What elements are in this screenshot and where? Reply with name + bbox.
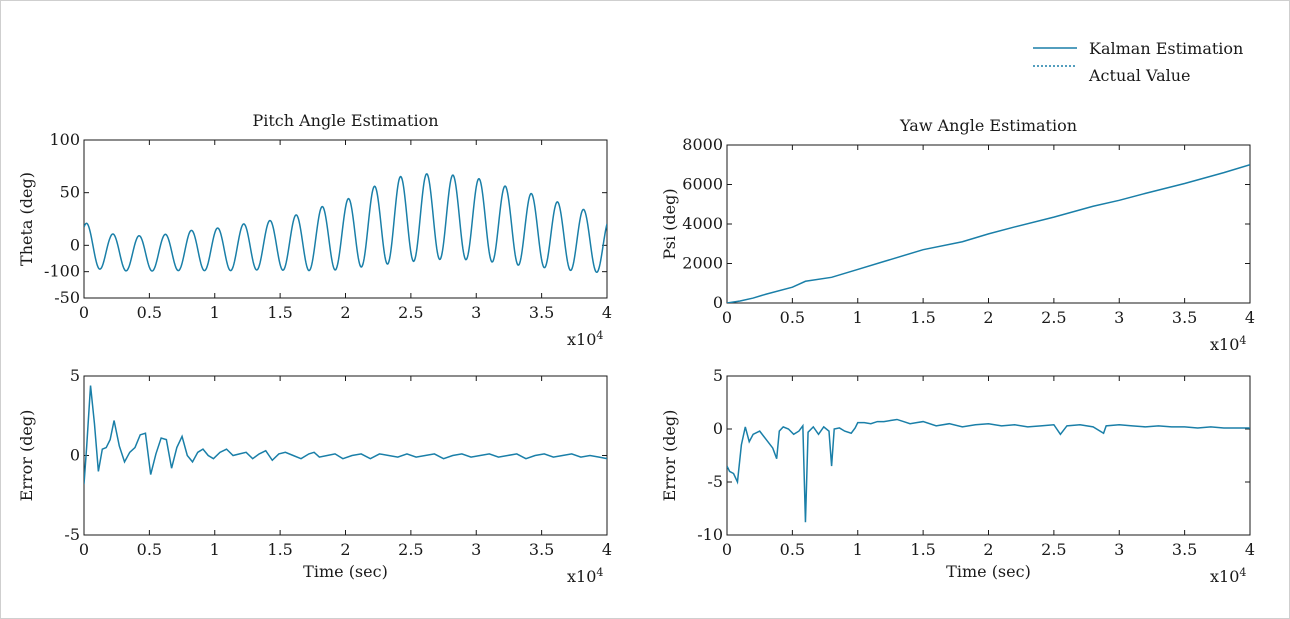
x-tick-label: 1.5 [910, 540, 935, 559]
x-multiplier-label: x104 [1210, 334, 1246, 354]
x-tick-label: 0.5 [780, 308, 805, 327]
legend-label-kalman: Kalman Estimation [1089, 39, 1243, 58]
x-tick-label: 0 [79, 540, 89, 559]
y-axis-label: Psi (deg) [660, 188, 679, 259]
x-tick-label: 1.5 [910, 308, 935, 327]
x-multiplier-label: x104 [1210, 566, 1246, 586]
x-axis-label: Time (sec) [946, 562, 1031, 581]
x-tick-label: 0 [722, 308, 732, 327]
y-tick-label: -100 [44, 262, 80, 281]
x-tick-label: 3.5 [1172, 308, 1197, 327]
x-tick-label: 1 [210, 303, 220, 322]
plot-panels: Pitch Angle Estimation 0 0.5 1 1.5 2 2.5 3 3.5 4 -… [17, 111, 1255, 586]
series-line-pitch_error [84, 385, 607, 485]
x-tick-label: 4 [1245, 308, 1255, 327]
series-line-pitch [84, 172, 607, 274]
x-tick-label: 3.5 [529, 303, 554, 322]
chart-yaw: Yaw Angle Estimation 0 0.5 1 1.5 2 2.5 3 3.5 4 0 20… [660, 116, 1255, 354]
x-multiplier-exponent: 4 [596, 329, 603, 342]
legend: Kalman Estimation Actual Value [1033, 39, 1243, 85]
x-tick-label: 2.5 [1041, 308, 1066, 327]
x-tick-label: 2 [983, 308, 993, 327]
plot-frame [83, 139, 608, 299]
y-tick-label: 0 [70, 235, 80, 254]
y-tick-label: 0 [713, 293, 723, 312]
chart-title: Yaw Angle Estimation [899, 116, 1077, 135]
y-axis-label: Error (deg) [660, 410, 679, 502]
x-tick-label: 3 [1114, 308, 1124, 327]
plot-frame [726, 144, 1251, 304]
x-tick-label: 3 [471, 303, 481, 322]
y-axis-label: Error (deg) [17, 410, 36, 502]
y-tick-label: 5 [713, 366, 723, 385]
x-tick-label: 3.5 [529, 540, 554, 559]
x-tick-label: 0 [722, 540, 732, 559]
x-tick-label: 4 [1245, 540, 1255, 559]
x-multiplier-label: x104 [567, 566, 603, 586]
legend-label-actual: Actual Value [1088, 66, 1191, 85]
x-tick-label: 1.5 [267, 303, 292, 322]
x-tick-label: 3 [471, 540, 481, 559]
x-tick-label: 2.5 [398, 303, 423, 322]
x-tick-label: 1 [210, 540, 220, 559]
series-line-yaw [727, 164, 1250, 303]
chart-pitch: Pitch Angle Estimation 0 0.5 1 1.5 2 2.5 3 3.5 4 -… [17, 111, 612, 349]
y-tick-label: -5 [707, 472, 723, 491]
y-tick-label: -5 [64, 525, 80, 544]
y-tick-label: 2000 [682, 254, 723, 273]
x-tick-label: 0.5 [780, 540, 805, 559]
y-tick-label: 100 [49, 130, 80, 149]
y-tick-label: 5 [70, 366, 80, 385]
x-tick-label: 1 [853, 540, 863, 559]
x-tick-label: 1 [853, 308, 863, 327]
series-line-yaw_error [727, 418, 1250, 523]
x-axis-label: Time (sec) [303, 562, 388, 581]
y-tick-label: 4000 [682, 214, 723, 233]
x-tick-label: 2.5 [398, 540, 423, 559]
y-tick-label: -50 [54, 288, 80, 307]
x-tick-label: 0 [79, 303, 89, 322]
y-tick-label: 6000 [682, 175, 723, 194]
x-tick-label: 2 [983, 540, 993, 559]
y-tick-label: 50 [60, 183, 80, 202]
x-tick-label: 4 [602, 303, 612, 322]
x-tick-label: 1.5 [267, 540, 292, 559]
x-multiplier-label: x104 [567, 329, 603, 349]
x-tick-label: 2 [340, 540, 350, 559]
x-tick-label: 4 [602, 540, 612, 559]
x-tick-label: 3 [1114, 540, 1124, 559]
x-multiplier-exponent: 4 [1239, 566, 1246, 579]
y-axis-label: Theta (deg) [17, 172, 36, 266]
x-multiplier-exponent: 4 [1239, 334, 1246, 347]
chart-title: Pitch Angle Estimation [252, 111, 438, 130]
plot-frame [83, 375, 608, 536]
x-tick-label: 2.5 [1041, 540, 1066, 559]
x-tick-label: 2 [340, 303, 350, 322]
y-tick-label: 8000 [682, 135, 723, 154]
x-multiplier-exponent: 4 [596, 566, 603, 579]
x-tick-label: 0.5 [137, 540, 162, 559]
y-tick-label: 0 [70, 446, 80, 465]
chart-yaw_error: 0 0.5 1 1.5 2 2.5 3 3.5 4 -10 -5 0 5 x104 Time (sec) Er… [660, 366, 1255, 586]
y-tick-label: 0 [713, 419, 723, 438]
x-tick-label: 0.5 [137, 303, 162, 322]
x-tick-label: 3.5 [1172, 540, 1197, 559]
y-tick-label: -10 [697, 525, 723, 544]
